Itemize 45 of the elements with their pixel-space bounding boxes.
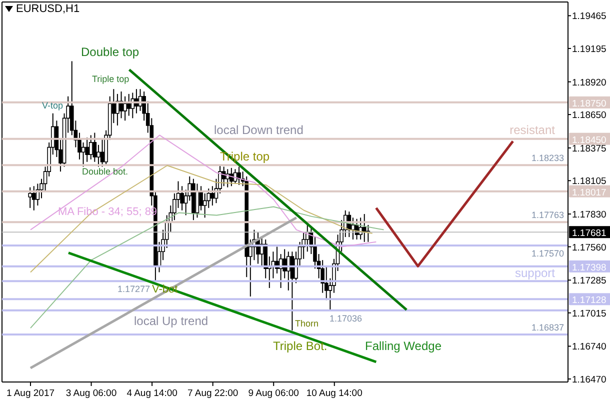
y-tick-label: 1.17560 <box>572 242 606 254</box>
ref-line-label: 1.18233 <box>531 153 564 164</box>
line-series <box>30 165 373 273</box>
x-tick-label: 3 Aug 06:00 <box>66 388 117 399</box>
line-series <box>30 206 384 329</box>
x-tick-label: 9 Aug 06:00 <box>248 388 299 399</box>
annotation: Triple Bot. <box>273 339 328 353</box>
ref-line-label: 1.17128 <box>572 295 606 306</box>
annotation: V-top <box>42 100 64 110</box>
ref-line-label: 1.17681 <box>572 228 606 240</box>
annotation: local Down trend <box>214 123 304 137</box>
y-tick-label: 1.16740 <box>572 342 606 353</box>
x-tick-label: 1 Aug 2017 <box>6 388 55 399</box>
annotation: Double top <box>81 45 140 59</box>
y-tick-label: 1.18105 <box>572 176 606 188</box>
annotation: local Up trend <box>134 314 208 328</box>
ref-line-label: 1.18750 <box>572 98 606 110</box>
line-series <box>30 134 377 248</box>
y-tick-label: 1.17015 <box>572 308 606 320</box>
ref-line-label: 1.17570 <box>531 248 564 259</box>
annotation: resistant <box>510 123 556 137</box>
ref-line-label: 1.17036 <box>329 313 362 324</box>
y-tick-label: 1.16470 <box>572 374 606 386</box>
ref-line-label: 1.17763 <box>531 210 564 220</box>
y-tick-label: 1.17830 <box>572 210 606 221</box>
y-tick-label: 1.18650 <box>572 110 606 122</box>
annotation: Triple top <box>92 74 130 84</box>
ref-line-label: 1.17277 <box>117 284 150 294</box>
y-tick-label: 1.19195 <box>572 44 606 55</box>
ref-line-label: 1.18017 <box>572 187 606 198</box>
x-tick-label: 4 Aug 14:00 <box>126 388 178 399</box>
y-tick-label: 1.17285 <box>572 276 606 287</box>
annotation: Falling Wedge <box>365 339 442 353</box>
ref-line-label: 1.18450 <box>572 134 606 146</box>
annotation: support <box>514 266 556 280</box>
chart-title: EURUSD,H1 <box>16 3 80 15</box>
ref-line-label: 1.16837 <box>531 322 564 332</box>
x-tick-label: 10 Aug 14:00 <box>306 388 362 399</box>
annotation: Thorn <box>295 318 319 328</box>
x-tick-label: 7 Aug 22:00 <box>187 388 238 399</box>
ref-line-label: 1.17398 <box>572 262 606 274</box>
y-tick-label: 1.18920 <box>572 77 606 88</box>
annotation: Double bot. <box>82 166 128 177</box>
y-tick-label: 1.18375 <box>572 143 606 154</box>
y-tick-label: 1.19465 <box>572 11 606 22</box>
